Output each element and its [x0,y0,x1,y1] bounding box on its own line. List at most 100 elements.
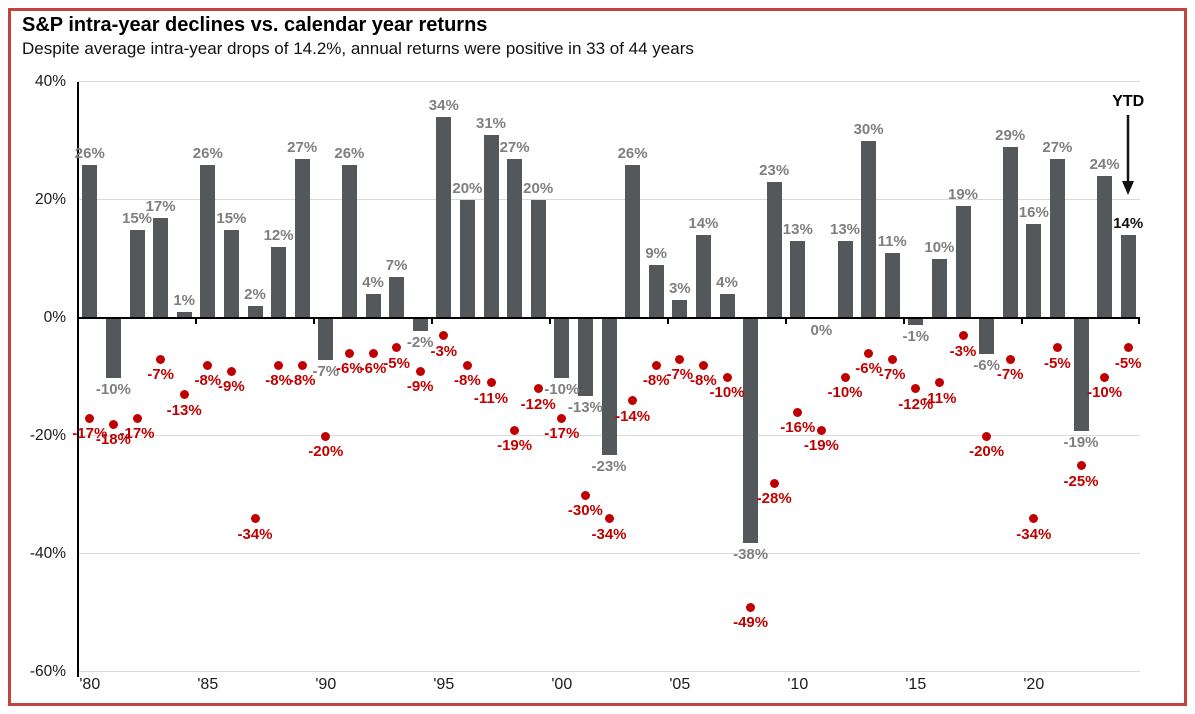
bar-label-1986: 15% [216,209,247,227]
bar-1993 [389,276,405,318]
decline-dot-2014 [887,354,897,364]
y-axis [76,82,79,677]
decline-label-2015: -12% [898,395,934,413]
gridline [78,553,1140,554]
decline-dot-2016 [934,378,944,388]
decline-label-2012: -10% [827,384,863,401]
bar-2023 [1097,176,1113,318]
bar-label-2009: 23% [759,162,790,180]
decline-label-2008: -49% [733,614,769,632]
bar-label-1980: 26% [74,144,105,162]
bar-label-1998: 27% [499,138,530,156]
decline-dot-1982 [132,413,142,423]
decline-label-1991: -6% [336,360,363,378]
bar-label-1981: -10% [95,381,131,398]
decline-dot-2003 [628,396,638,406]
bar-label-1985: 26% [192,144,223,162]
bar-label-1987: 2% [244,286,266,304]
decline-label-1986: -9% [218,378,245,396]
bar-1982 [129,229,145,318]
bar-1980 [82,164,98,318]
decline-dot-1987 [250,514,260,524]
bar-1998 [507,158,523,318]
decline-dot-1990 [321,431,331,441]
bar-1992 [365,294,381,318]
decline-dot-2009 [769,478,779,488]
bar-2004 [648,264,664,318]
decline-dot-1992 [368,348,378,358]
gridline [78,81,1140,82]
decline-dot-1994 [415,366,425,376]
bar-2018 [979,319,995,355]
decline-label-2004: -8% [642,372,670,390]
bar-label-1983: 17% [145,197,176,215]
decline-dot-1985 [203,360,213,370]
bar-2020 [1026,223,1042,318]
y-axis-label: 40% [34,73,66,90]
decline-label-1995: -3% [430,342,458,360]
bar-label-1994: -2% [406,333,434,351]
decline-label-1988: -8% [265,372,292,390]
bar-label-1993: 7% [385,256,408,274]
decline-label-1989: -8% [288,372,316,390]
bar-2012 [837,241,853,318]
bar-1994 [412,319,428,331]
bar-label-2007: 4% [716,274,738,292]
decline-label-2014: -7% [878,366,906,384]
bar-label-2002: -23% [591,457,627,475]
decline-label-2013: -6% [855,360,882,378]
bar-label-2015: -1% [902,327,930,345]
decline-dot-2001 [580,490,590,500]
decline-dot-2010 [793,407,803,417]
bar-label-1990: -7% [312,363,340,381]
bar-1985 [200,164,216,318]
x-axis-label: '10 [787,676,809,693]
decline-label-2017: -3% [949,342,977,360]
decline-label-1992: -6% [359,360,387,378]
bar-2000 [554,319,570,378]
gridline [78,671,1140,672]
bar-1997 [483,135,499,318]
bar-label-2004: 9% [645,244,668,262]
chart-title: S&P intra-year declines vs. calendar yea… [22,14,488,36]
decline-dot-2015 [911,384,921,394]
axis-tick [785,319,787,324]
y-axis-label: 0% [43,309,66,326]
decline-dot-1988 [274,360,284,370]
decline-dot-2019 [1005,354,1015,364]
bar-2009 [766,182,782,318]
decline-dot-2007 [722,372,732,382]
bar-label-2013: 30% [853,121,884,138]
decline-label-1990: -20% [308,443,344,460]
chart-subtitle: Despite average intra-year drops of 14.2… [22,39,694,58]
decline-dot-2006 [698,360,708,370]
decline-dot-2021 [1052,343,1062,352]
decline-label-2021: -5% [1044,354,1071,372]
decline-dot-2000 [557,413,567,423]
decline-label-2001: -30% [567,502,603,519]
decline-label-1996: -8% [454,372,481,390]
decline-dot-2002 [604,514,614,524]
decline-label-2011: -19% [803,437,839,455]
y-axis-label: -40% [29,545,66,562]
axis-tick [1138,319,1140,324]
decline-dot-1983 [156,354,166,364]
bar-2003 [625,164,641,318]
axis-tick [195,319,197,324]
bar-2014 [884,253,900,318]
bar-label-2023: 24% [1089,156,1120,174]
decline-label-2024: -5% [1114,354,1142,372]
y-axis-label: -60% [29,663,66,680]
gridline [78,199,1140,200]
decline-label-2000: -17% [544,425,580,443]
bar-label-1982: 15% [121,209,153,227]
x-axis-label: '90 [315,676,337,693]
bar-2007 [719,294,735,318]
axis-tick [549,319,551,324]
ytd-arrow-icon [1120,115,1136,200]
decline-label-1997: -11% [473,389,509,407]
decline-dot-1999 [533,384,543,394]
ytd-annotation-label: YTD [1112,93,1145,110]
bar-label-2008: -38% [733,546,769,564]
decline-label-2005: -7% [666,366,694,384]
